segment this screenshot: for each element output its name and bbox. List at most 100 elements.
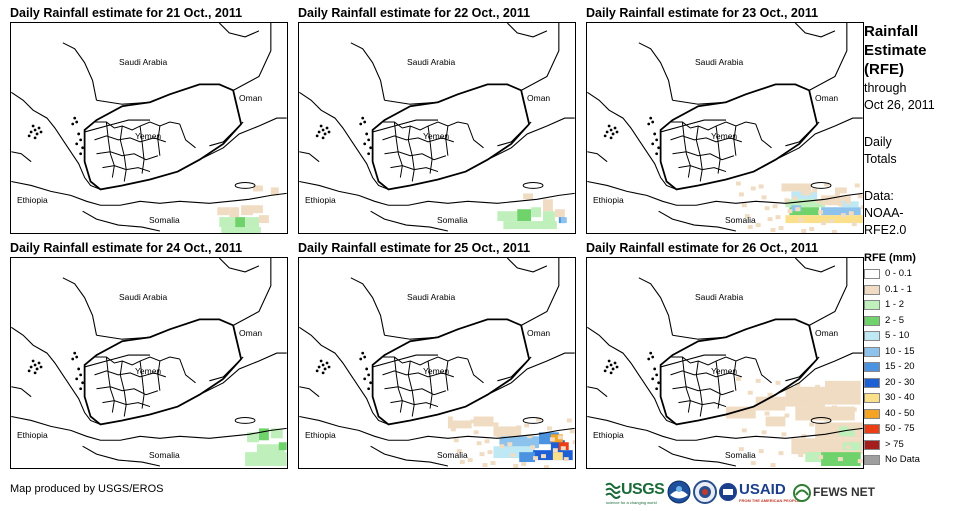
island — [73, 351, 77, 355]
socotra-island — [234, 416, 256, 424]
rainfall-cell — [860, 205, 863, 210]
legend-item: > 75 — [864, 439, 964, 451]
map-drawing — [299, 258, 575, 468]
logo-strip: USGS science for a changing world USAID … — [605, 480, 875, 506]
map-panel-1: Saudi Arabia Oman Yemen Ethiopia Somalia — [10, 22, 288, 234]
rainfall-cell — [781, 183, 812, 192]
map-drawing — [299, 23, 575, 232]
governorate-border — [94, 356, 180, 366]
rainfall-cell — [851, 222, 857, 227]
rainfall-cell — [798, 453, 804, 458]
legend-item: 50 - 75 — [864, 423, 964, 435]
country-border — [384, 83, 522, 105]
legend-label: 50 - 75 — [885, 423, 915, 434]
usgs-wave-icon — [605, 482, 621, 499]
legend-item: 2 - 5 — [864, 315, 964, 327]
rainfall-cell — [840, 213, 846, 218]
rainfall-cell — [467, 458, 473, 463]
country-border — [218, 258, 260, 273]
credit-text: Map produced by USGS/EROS — [10, 483, 164, 495]
governorate-border — [94, 121, 180, 131]
island — [37, 126, 41, 130]
island — [325, 361, 329, 365]
governorate-border — [733, 125, 737, 156]
island — [39, 365, 43, 369]
rainfall-cell — [453, 438, 459, 443]
rainfall-cell — [541, 454, 546, 459]
rainfall-cell — [834, 386, 840, 391]
island — [29, 130, 33, 134]
rainfall-cell — [531, 207, 542, 218]
governorate-border — [393, 122, 403, 178]
island — [79, 387, 83, 391]
country-border — [506, 258, 548, 273]
governorate-border — [393, 357, 403, 413]
rainfall-cell — [758, 449, 764, 454]
governorate-border — [96, 151, 159, 161]
rainfall-cell — [741, 203, 747, 208]
island — [75, 355, 79, 359]
rainfall-cell — [539, 432, 559, 445]
rainfall-cell — [767, 392, 773, 397]
rainfall-cell — [851, 407, 857, 412]
island — [609, 363, 613, 367]
map-panel-4: Saudi Arabia Oman Yemen Ethiopia Somalia — [10, 257, 288, 469]
rainfall-cell — [533, 456, 539, 461]
island — [651, 142, 655, 146]
island — [323, 367, 327, 371]
rainfall-cell — [550, 440, 565, 453]
rainfall-cell — [543, 465, 549, 468]
governorate-border — [670, 356, 756, 366]
rainfall-cell — [750, 461, 756, 466]
country-border — [672, 83, 810, 105]
map-drawing — [11, 23, 287, 233]
rainfall-cell — [479, 452, 485, 457]
rainfall-cell — [499, 436, 540, 449]
country-label-oman: Oman — [815, 328, 839, 338]
island — [655, 387, 659, 391]
rainfall-cell — [493, 422, 499, 427]
island — [367, 387, 371, 391]
rainfall-cell — [778, 226, 784, 231]
yemen-outline — [371, 318, 531, 426]
rainfall-cell — [824, 417, 830, 422]
rainfall-cell — [767, 217, 773, 222]
island — [33, 136, 37, 140]
fews-globe-icon — [793, 484, 811, 502]
country-border — [658, 210, 737, 232]
country-label-saudi: Saudi Arabia — [695, 292, 744, 302]
governorate-border — [445, 360, 449, 391]
country-border — [82, 445, 161, 467]
rainfall-cell — [735, 376, 741, 381]
governorate-border — [382, 121, 468, 131]
legend-label: 0.1 - 1 — [885, 283, 912, 295]
governorate-border — [139, 125, 145, 174]
island — [365, 132, 369, 136]
island — [363, 355, 367, 359]
country-label-yemen: Yemen — [711, 131, 738, 141]
country-label-somalia: Somalia — [437, 215, 468, 225]
rainfall-cell — [507, 442, 513, 447]
island — [609, 136, 613, 140]
country-border — [808, 258, 848, 361]
yemen-outline — [371, 83, 531, 191]
island — [359, 122, 363, 126]
country-border — [299, 326, 389, 425]
rainfall-cell — [778, 451, 784, 456]
legend-item: 1 - 2 — [864, 299, 964, 311]
rainfall-cell — [470, 419, 476, 424]
rainfall-cell — [744, 214, 750, 219]
country-label-yemen: Yemen — [135, 131, 162, 141]
socotra-island — [810, 416, 832, 424]
country-border — [218, 23, 260, 38]
rainfall-cell — [258, 215, 269, 224]
rainfall-cell — [527, 434, 533, 439]
island — [369, 381, 373, 385]
rainfall-cell — [456, 449, 462, 454]
country-border — [587, 326, 677, 425]
island — [605, 130, 609, 134]
legend-label: 10 - 15 — [885, 345, 915, 357]
country-label-yemen: Yemen — [423, 131, 450, 141]
governorate-border — [467, 123, 484, 149]
country-label-somalia: Somalia — [149, 450, 180, 460]
